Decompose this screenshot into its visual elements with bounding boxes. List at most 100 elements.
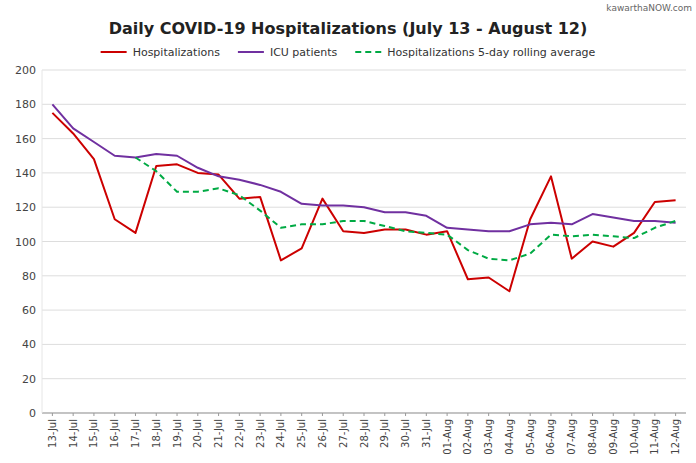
y-tick-label: 160 [15, 133, 36, 146]
x-tick-label: 28-Jul [359, 419, 370, 448]
x-tick [156, 413, 157, 416]
y-tick-label: 40 [22, 338, 36, 351]
x-tick [301, 413, 302, 416]
x-tick-label: 16-Jul [109, 419, 120, 448]
grid [42, 70, 686, 413]
x-tick-label: 17-Jul [130, 419, 141, 448]
y-tick-label: 200 [15, 64, 36, 77]
x-tick [280, 413, 281, 416]
x-tick-label: 05-Aug [525, 419, 536, 455]
x-tick-label: 09-Aug [608, 419, 619, 455]
x-tick-label: 27-Jul [338, 419, 349, 448]
legend-swatch [355, 51, 381, 53]
x-tick-label: 21-Jul [213, 419, 224, 448]
x-tick-label: 13-Jul [47, 419, 58, 448]
x-tick-label: 06-Aug [545, 419, 556, 455]
x-tick [239, 413, 240, 416]
y-tick-label: 0 [29, 407, 36, 420]
x-tick-label: 18-Jul [151, 419, 162, 448]
x-tick [488, 413, 489, 416]
x-tick [197, 413, 198, 416]
grid-line [42, 310, 686, 311]
y-axis-line [42, 70, 43, 413]
y-tick-label: 180 [15, 98, 36, 111]
x-tick-label: 01-Aug [442, 419, 453, 455]
x-tick [592, 413, 593, 416]
x-tick-label: 12-Aug [670, 419, 681, 455]
legend-label: ICU patients [270, 46, 338, 59]
grid-line [42, 172, 686, 173]
legend-item: ICU patients [238, 46, 338, 59]
x-tick [114, 413, 115, 416]
x-tick-label: 30-Jul [400, 419, 411, 448]
grid-line [42, 138, 686, 139]
x-tick-label: 29-Jul [379, 419, 390, 448]
x-tick [52, 413, 53, 416]
x-tick [405, 413, 406, 416]
grid-line [42, 275, 686, 276]
grid-line [42, 344, 686, 345]
chart: Daily COVID-19 Hospitalizations (July 13… [0, 0, 696, 463]
legend-item: Hospitalizations 5-day rolling average [355, 46, 595, 59]
x-tick [93, 413, 94, 416]
x-tick-label: 24-Jul [275, 419, 286, 448]
legend-label: Hospitalizations [133, 46, 221, 59]
y-tick-label: 120 [15, 201, 36, 214]
legend-swatch [101, 51, 127, 53]
grid-line [42, 241, 686, 242]
x-tick [613, 413, 614, 416]
x-tick [447, 413, 448, 416]
x-tick [135, 413, 136, 416]
x-tick-label: 10-Aug [629, 419, 640, 455]
x-tick [675, 413, 676, 416]
background [0, 0, 696, 463]
x-tick [654, 413, 655, 416]
x-tick [509, 413, 510, 416]
series-lines [52, 104, 675, 291]
legend: Hospitalizations ICU patients Hospitalizat… [101, 46, 596, 59]
x-tick [73, 413, 74, 416]
x-tick-label: 19-Jul [172, 419, 183, 448]
x-tick-label: 15-Jul [88, 419, 99, 448]
y-tick-label: 20 [22, 373, 36, 386]
x-tick [550, 413, 551, 416]
x-tick-label: 03-Aug [483, 419, 494, 455]
legend-swatch [238, 51, 264, 53]
series-line [52, 113, 675, 291]
x-tick [364, 413, 365, 416]
legend-label: Hospitalizations 5-day rolling average [387, 46, 595, 59]
x-tick [384, 413, 385, 416]
series-line [135, 157, 675, 260]
x-tick-label: 31-Jul [421, 419, 432, 448]
y-tick-label: 80 [22, 270, 36, 283]
grid-line [42, 378, 686, 379]
x-tick-label: 07-Aug [566, 419, 577, 455]
x-tick-label: 02-Aug [462, 419, 473, 455]
grid-line [42, 70, 686, 71]
title: Daily COVID-19 Hospitalizations (July 13… [109, 19, 587, 38]
series-line [52, 104, 675, 231]
x-tick [571, 413, 572, 416]
x-tick [426, 413, 427, 416]
x-tick-label: 04-Aug [504, 419, 515, 455]
x-tick [343, 413, 344, 416]
x-tick [467, 413, 468, 416]
x-tick-label: 26-Jul [317, 419, 328, 448]
y-tick-label: 100 [15, 236, 36, 249]
x-tick-label: 11-Aug [649, 419, 660, 455]
x-tick-label: 25-Jul [296, 419, 307, 448]
y-tick-label: 140 [15, 167, 36, 180]
x-tick [260, 413, 261, 416]
x-tick-label: 22-Jul [234, 419, 245, 448]
x-tick-label: 08-Aug [587, 419, 598, 455]
watermark: kawarthaNOW.com [606, 3, 692, 13]
x-tick [530, 413, 531, 416]
x-tick [218, 413, 219, 416]
x-tick-label: 23-Jul [255, 419, 266, 448]
x-tick [322, 413, 323, 416]
x-tick [177, 413, 178, 416]
legend-item: Hospitalizations [101, 46, 221, 59]
grid-line [42, 104, 686, 105]
x-tick-label: 14-Jul [68, 419, 79, 448]
x-tick-label: 20-Jul [192, 419, 203, 448]
